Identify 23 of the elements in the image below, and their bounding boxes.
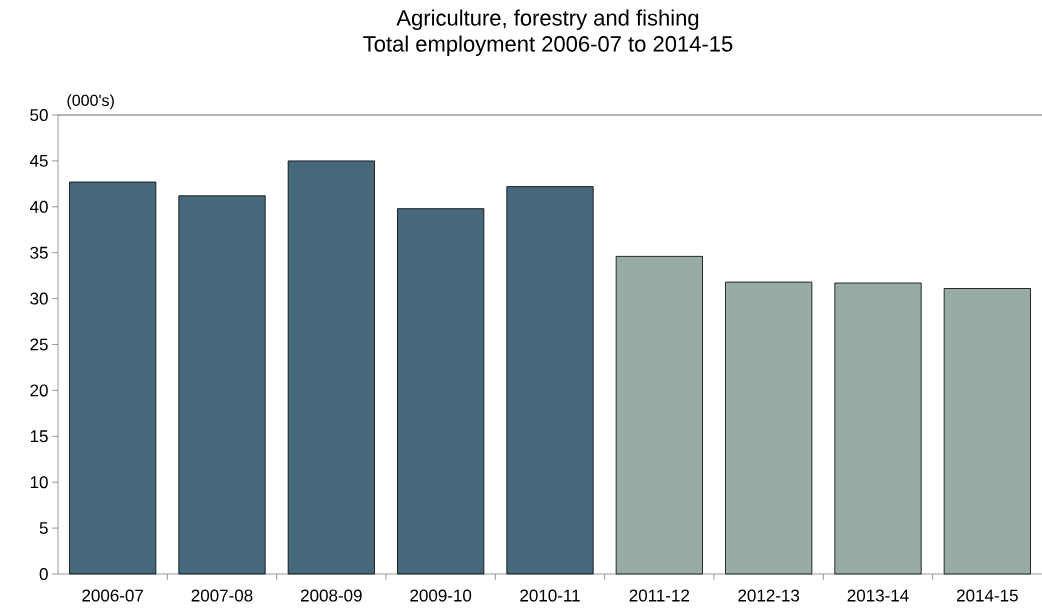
x-tick-label: 2010-11 bbox=[520, 589, 580, 602]
x-tick-label: 2013-14 bbox=[847, 589, 909, 602]
y-tick-label: 20 bbox=[30, 384, 48, 397]
y-tick-label: 10 bbox=[30, 476, 48, 489]
chart-subtitle: Total employment 2006-07 to 2014-15 bbox=[363, 35, 733, 57]
y-axis-title: (000's) bbox=[67, 94, 114, 110]
y-tick-label: 40 bbox=[29, 200, 48, 213]
y-tick-label: 0 bbox=[39, 567, 48, 581]
x-tick-label: 2008-09 bbox=[301, 589, 362, 602]
chart-title: Agriculture, forestry and fishing bbox=[396, 9, 699, 31]
x-tick-label: 2012-13 bbox=[738, 589, 800, 602]
y-tick-label: 5 bbox=[39, 522, 48, 535]
y-tick-label: 15 bbox=[30, 430, 48, 443]
x-tick-label: 2007-08 bbox=[191, 589, 253, 602]
x-tick-label: 2009-10 bbox=[410, 589, 472, 602]
x-tick-label: 2006-07 bbox=[82, 589, 143, 602]
y-tick-label: 45 bbox=[29, 154, 48, 167]
y-tick-label: 30 bbox=[30, 292, 48, 305]
y-tick-label: 25 bbox=[30, 338, 48, 351]
x-tick-label: 2011-12 bbox=[629, 589, 690, 602]
x-tick-label: 2014-15 bbox=[957, 589, 1018, 602]
y-tick-label: 35 bbox=[30, 246, 48, 259]
y-tick-label: 50 bbox=[30, 108, 48, 122]
